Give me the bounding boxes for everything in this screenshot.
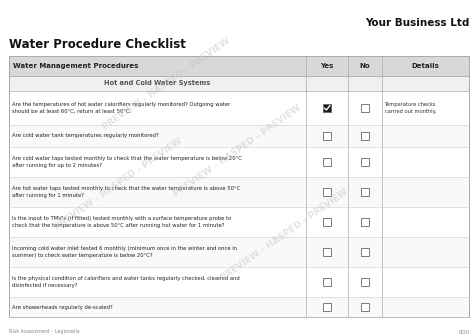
Bar — [9, 56, 469, 76]
Bar — [9, 207, 469, 237]
Text: Are the temperatures of hot water calorifiers regularly monitored? Outgoing wate: Are the temperatures of hot water calori… — [12, 102, 231, 114]
Text: No: No — [360, 63, 370, 69]
Bar — [361, 188, 369, 196]
Text: PREVIEW - HASPED - PREVIEW: PREVIEW - HASPED - PREVIEW — [172, 103, 302, 198]
Bar — [323, 218, 331, 226]
Bar — [361, 132, 369, 140]
Text: Are showerheads regularly de-scaled?: Are showerheads regularly de-scaled? — [12, 305, 113, 310]
Text: Water Management Procedures: Water Management Procedures — [13, 63, 139, 69]
Text: PREVIEW - HASPED - PREVIEW: PREVIEW - HASPED - PREVIEW — [219, 187, 350, 282]
Bar — [323, 248, 331, 256]
Bar — [9, 76, 469, 91]
Text: PREVIEW - HASPED - PREVIEW: PREVIEW - HASPED - PREVIEW — [100, 36, 231, 131]
Bar — [361, 104, 369, 112]
Text: Incoming cold water inlet tested 6 monthly (minimum once in the winter and once : Incoming cold water inlet tested 6 month… — [12, 246, 237, 258]
Bar — [9, 147, 469, 177]
Bar — [323, 104, 331, 112]
Text: Your Business Ltd: Your Business Ltd — [365, 18, 469, 28]
Text: Are cold water taps tested monthly to check that the water temperature is below : Are cold water taps tested monthly to ch… — [12, 156, 242, 168]
Text: Is the input to TMV's (if fitted) tested monthly with a surface temperature prob: Is the input to TMV's (if fitted) tested… — [12, 216, 232, 228]
Bar — [361, 278, 369, 286]
Bar — [9, 91, 469, 125]
Text: PREVIEW - HASPED - PREVIEW: PREVIEW - HASPED - PREVIEW — [53, 137, 184, 232]
Bar — [323, 158, 331, 166]
Text: Details: Details — [411, 63, 439, 69]
Bar — [361, 248, 369, 256]
Bar — [9, 297, 469, 317]
Text: 9/20: 9/20 — [458, 329, 469, 334]
Text: Hot and Cold Water Systems: Hot and Cold Water Systems — [104, 80, 211, 86]
Bar — [9, 177, 469, 207]
Text: Temperature checks
carried out monthly.: Temperature checks carried out monthly. — [384, 103, 436, 114]
Text: Yes: Yes — [320, 63, 334, 69]
Bar — [361, 218, 369, 226]
Text: Risk Assessment - Legionella: Risk Assessment - Legionella — [9, 329, 80, 334]
Bar — [361, 158, 369, 166]
Bar — [323, 303, 331, 311]
Bar — [9, 125, 469, 147]
Bar — [361, 303, 369, 311]
Text: Are hot water taps tested monthly to check that the water temperature is above 5: Are hot water taps tested monthly to che… — [12, 186, 241, 198]
Bar — [323, 132, 331, 140]
Text: Water Procedure Checklist: Water Procedure Checklist — [9, 38, 186, 51]
Bar — [323, 278, 331, 286]
Bar — [9, 267, 469, 297]
Text: Is the physical condition of calorifiers and water tanks regularly checked, clea: Is the physical condition of calorifiers… — [12, 276, 240, 288]
Bar — [323, 188, 331, 196]
Bar — [9, 237, 469, 267]
Text: Are cold water tank temperatures regularly monitored?: Are cold water tank temperatures regular… — [12, 134, 159, 138]
